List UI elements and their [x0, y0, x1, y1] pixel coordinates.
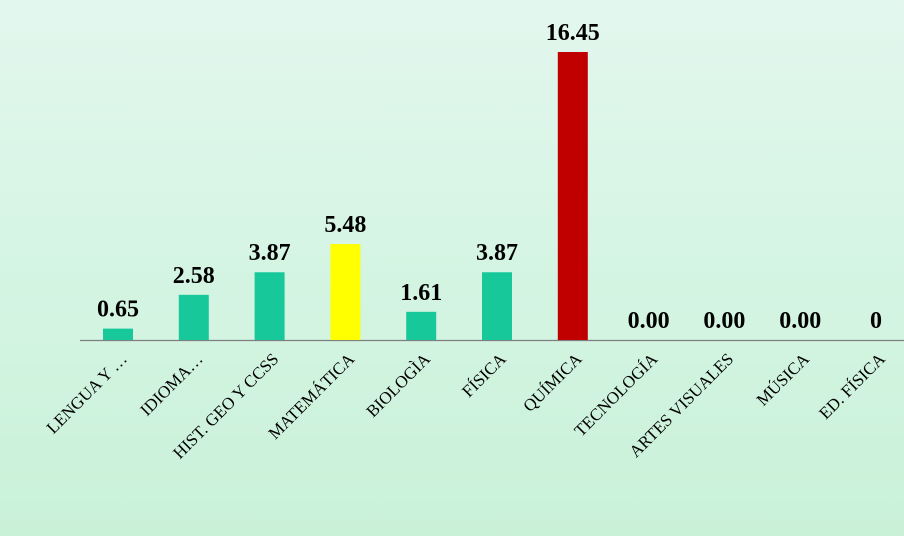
data-label-0: 0.65	[97, 297, 139, 323]
bar-3	[330, 244, 361, 340]
category-label-4: BIOLOGÌA	[363, 349, 435, 421]
data-label-5: 3.87	[476, 240, 518, 266]
category-label-0: LENGUA Y …	[43, 349, 131, 437]
bar-1	[178, 294, 209, 340]
data-label-8: 0.00	[703, 308, 745, 334]
bar-0	[103, 328, 133, 340]
category-label-10: ED. FÍSICA	[815, 349, 889, 423]
data-label-9: 0.00	[779, 308, 821, 334]
data-label-10: 0	[870, 308, 882, 334]
bar-2	[254, 272, 285, 340]
data-label-1: 2.58	[173, 263, 215, 289]
data-label-4: 1.61	[400, 280, 442, 306]
data-label-3: 5.48	[324, 212, 366, 238]
category-label-9: MÚSICA	[753, 349, 814, 410]
data-label-7: 0.00	[628, 308, 670, 334]
data-label-2: 3.87	[249, 240, 291, 266]
data-label-6: 16.45	[546, 20, 600, 46]
category-label-6: QUÍMICA	[519, 349, 586, 416]
bar-5	[482, 272, 512, 340]
category-label-1: IDIOMA…	[136, 349, 206, 419]
category-label-5: FÍSICA	[458, 349, 510, 401]
bar-6	[557, 52, 588, 340]
bar-4	[406, 311, 437, 340]
